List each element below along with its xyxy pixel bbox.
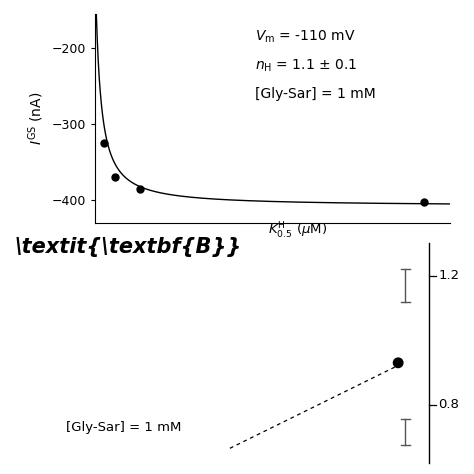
Text: [Gly-Sar] = 1 mM: [Gly-Sar] = 1 mM bbox=[255, 87, 375, 101]
Text: $K_{0.5}^{\mathrm{H}}$ ($\mu$M): $K_{0.5}^{\mathrm{H}}$ ($\mu$M) bbox=[268, 221, 327, 241]
Text: 1.2: 1.2 bbox=[438, 269, 460, 282]
Text: $V_{\mathrm{m}}$ = -110 mV: $V_{\mathrm{m}}$ = -110 mV bbox=[255, 29, 356, 45]
Text: 0.8: 0.8 bbox=[438, 398, 459, 411]
Text: $n_{\mathrm{H}}$ = 1.1 ± 0.1: $n_{\mathrm{H}}$ = 1.1 ± 0.1 bbox=[255, 58, 357, 74]
Y-axis label: $I^{\mathrm{GS}}$ (nA): $I^{\mathrm{GS}}$ (nA) bbox=[26, 92, 46, 145]
Text: [Gly-Sar] = 1 mM: [Gly-Sar] = 1 mM bbox=[66, 421, 182, 434]
Text: \textit{\textbf{B}}: \textit{\textbf{B}} bbox=[14, 237, 241, 257]
